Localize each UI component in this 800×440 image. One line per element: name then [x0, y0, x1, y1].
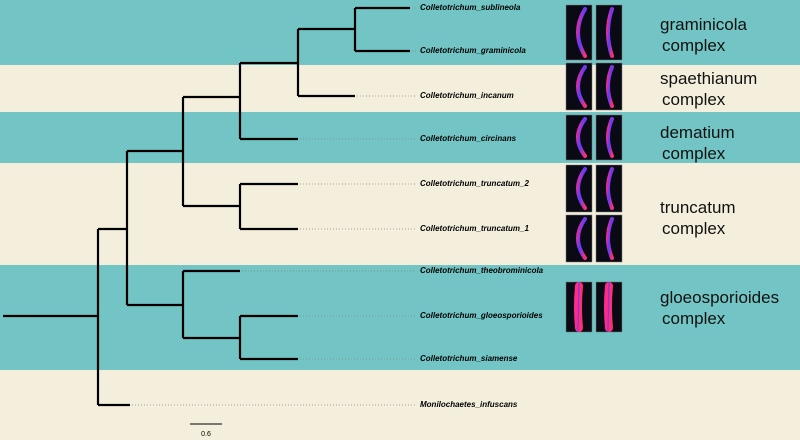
band	[0, 65, 800, 112]
taxon-label: Colletotrichum_gloeosporioides	[420, 311, 543, 320]
micrograph	[565, 164, 593, 213]
scale-label: 0.6	[201, 431, 211, 438]
band	[0, 163, 800, 265]
taxon-label: Colletotrichum_sublineola	[420, 3, 521, 12]
band	[0, 0, 800, 65]
group-label: gloeosporioides	[660, 288, 779, 307]
band	[0, 265, 800, 370]
group-label: complex	[662, 144, 726, 163]
group-label: spaethianum	[660, 69, 757, 88]
conidium	[606, 217, 614, 260]
conidium	[576, 167, 587, 210]
group-label: complex	[662, 219, 726, 238]
group-label: complex	[662, 36, 726, 55]
conidium	[606, 167, 614, 210]
conidium	[606, 117, 614, 158]
conidium	[576, 7, 587, 58]
conidium	[606, 7, 614, 58]
conidium	[576, 65, 587, 108]
conidium	[576, 217, 587, 260]
taxon-label: Colletotrichum_graminicola	[420, 46, 526, 55]
taxon-label: Colletotrichum_incanum	[420, 91, 514, 100]
taxon-label: Colletotrichum_siamense	[420, 354, 518, 363]
group-label: truncatum	[660, 198, 736, 217]
taxon-label: Colletotrichum_truncatum_2	[420, 179, 529, 188]
band	[0, 112, 800, 163]
group-label: complex	[662, 309, 726, 328]
conidium	[606, 65, 614, 108]
taxon-label: Colletotrichum_theobrominicola	[420, 266, 544, 275]
group-label: complex	[662, 90, 726, 109]
conidium	[576, 117, 587, 158]
conidium	[574, 282, 583, 332]
taxon-label: Colletotrichum_circinans	[420, 134, 517, 143]
taxon-label: Monilochaetes_infuscans	[420, 400, 518, 409]
taxon-label: Colletotrichum_truncatum_1	[420, 224, 529, 233]
group-label: graminicola	[660, 15, 747, 34]
group-label: dematium	[660, 123, 735, 142]
conidium	[604, 282, 613, 332]
